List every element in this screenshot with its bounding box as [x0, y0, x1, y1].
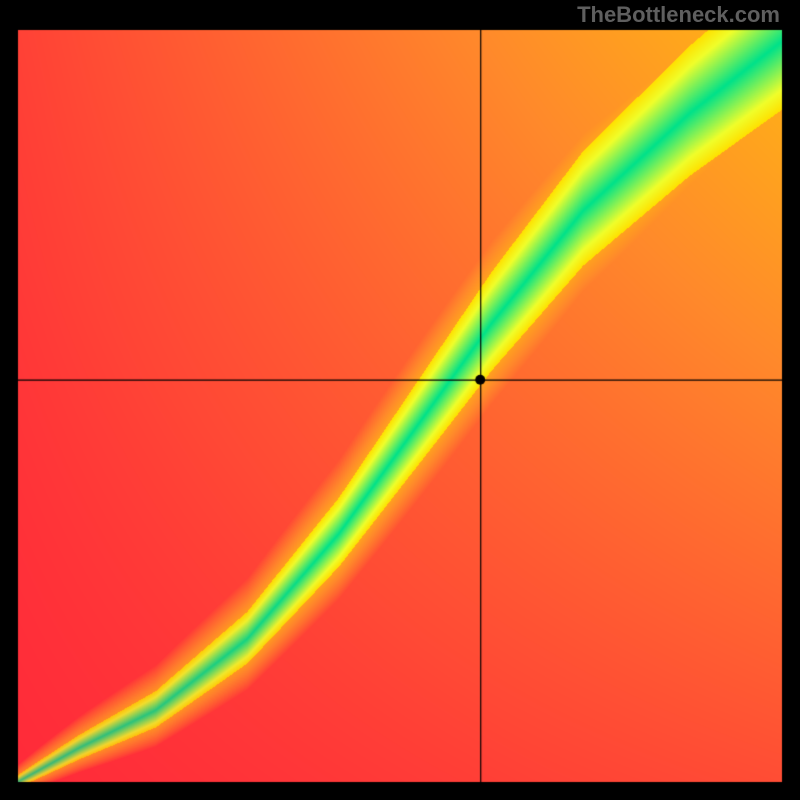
chart-container: TheBottleneck.com [0, 0, 800, 800]
watermark-text: TheBottleneck.com [577, 2, 780, 28]
bottleneck-heatmap [0, 0, 800, 800]
